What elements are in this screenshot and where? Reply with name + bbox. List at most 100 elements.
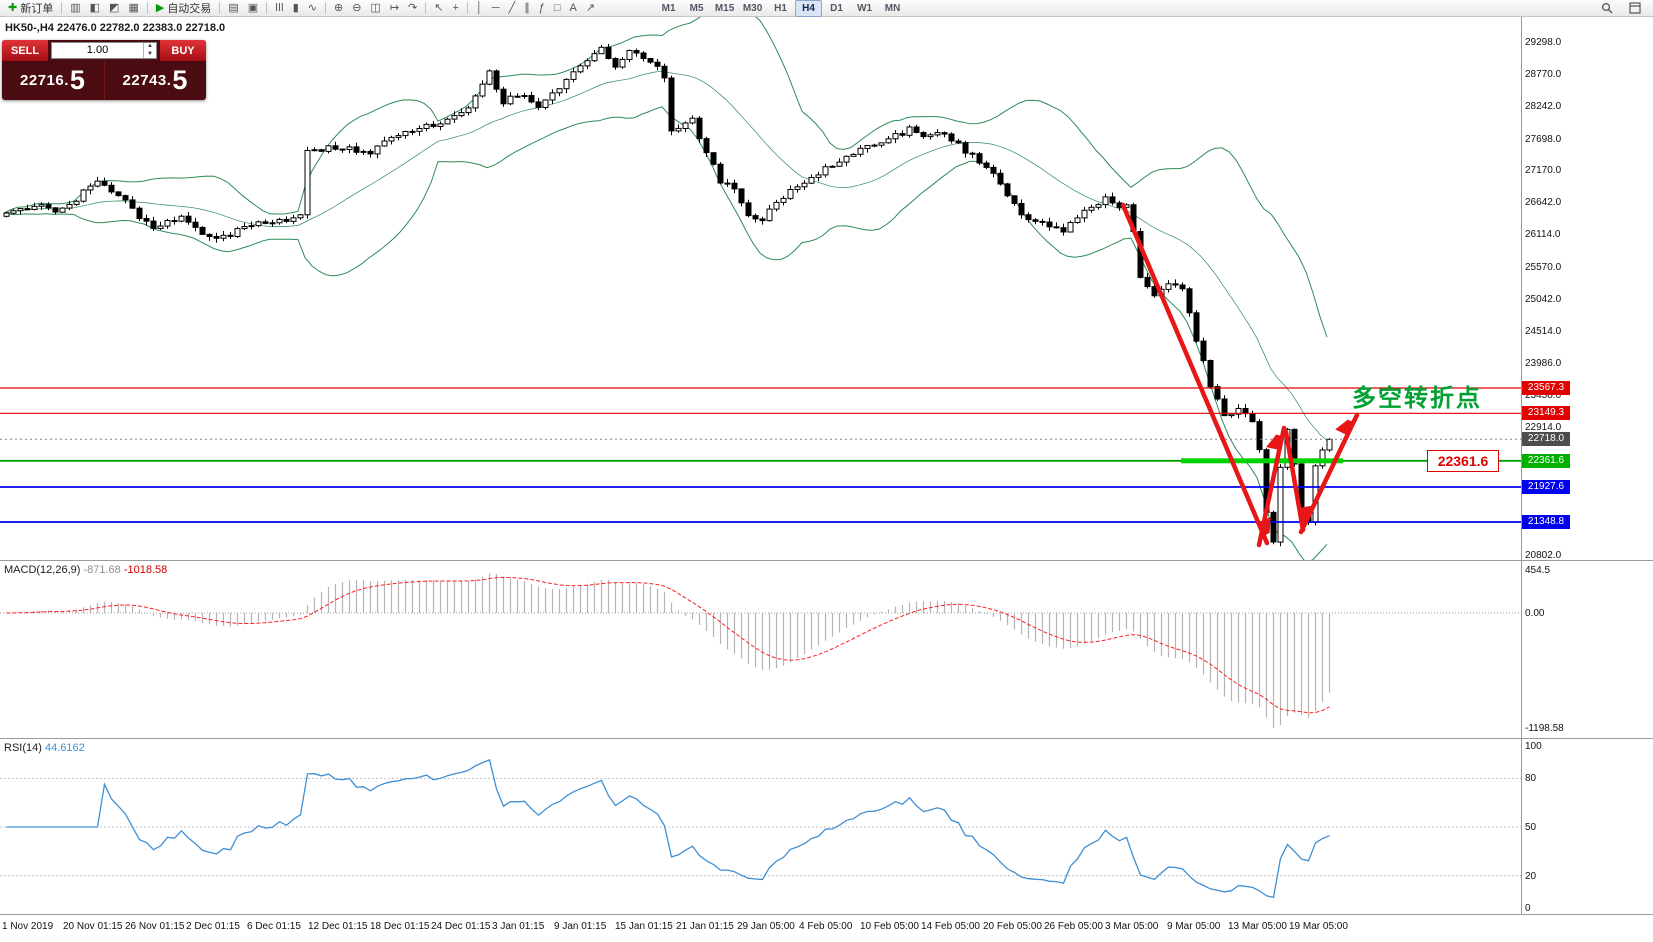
price-axis-label: 25042.0 [1525, 294, 1562, 305]
time-axis-label[interactable]: 2 Dec 01:15 [186, 921, 240, 932]
zoom-out-button[interactable]: ⊖ [352, 1, 362, 14]
macd-value: -871.68 [83, 564, 121, 576]
cursor-button[interactable]: ↖ [434, 1, 444, 14]
market-watch-button[interactable]: ▥ [70, 1, 81, 14]
horizontal-line-button[interactable]: ─ [491, 1, 500, 14]
price-axis-label: 23986.0 [1525, 358, 1562, 369]
time-axis-label[interactable]: 15 Jan 01:15 [615, 921, 673, 932]
navigator-button[interactable]: ◩ [109, 1, 120, 14]
rsi-value: 44.6162 [44, 742, 85, 754]
one-click-trade-panel: SELL 1.00 ▲ ▼ BUY 22716. 5 22743. 5 [2, 40, 206, 100]
macd-scale-label: 454.5 [1525, 565, 1551, 576]
time-axis-label[interactable]: 9 Mar 05:00 [1167, 921, 1221, 932]
macd-plot [0, 573, 1521, 728]
time-axis-label[interactable]: 26 Nov 01:15 [125, 921, 185, 932]
time-axis-label[interactable]: 14 Feb 05:00 [921, 921, 980, 932]
time-axis-label[interactable]: 24 Dec 01:15 [431, 921, 491, 932]
new-chart-button[interactable]: ▤ [228, 1, 239, 14]
buy-price-frac: 5 [172, 65, 188, 95]
zoom-in-button[interactable]: ⊕ [333, 1, 344, 14]
terminal-button[interactable]: ▦ [128, 1, 139, 14]
time-axis-label[interactable]: 3 Mar 05:00 [1105, 921, 1159, 932]
price-axis-label: 27170.0 [1525, 165, 1562, 176]
arrow-tool-button[interactable]: ↗ [585, 1, 596, 14]
timeframe-button-d1[interactable]: D1 [830, 2, 843, 14]
price-axis-label: 28242.0 [1525, 101, 1562, 112]
time-axis-label[interactable]: 3 Jan 01:15 [492, 921, 545, 932]
line-chart-button[interactable]: ∿ [307, 1, 317, 14]
sell-button[interactable]: SELL [2, 40, 48, 61]
profiles-button[interactable]: ▣ [247, 1, 259, 14]
auto-scroll-button[interactable]: ↦ [389, 1, 400, 14]
volume-value[interactable]: 1.00 [86, 44, 109, 56]
time-axis-label[interactable]: 26 Feb 05:00 [1044, 921, 1103, 932]
volume-input[interactable]: 1.00 ▲ ▼ [51, 42, 157, 59]
trend-arrows[interactable] [1120, 202, 1360, 548]
time-axis-label[interactable]: 29 Jan 05:00 [737, 921, 795, 932]
chart-shift-button[interactable]: ↷ [408, 1, 418, 14]
toolbar-separator [266, 2, 268, 14]
price-axis-separator [1521, 17, 1522, 914]
toolbar-separator [425, 2, 427, 14]
shapes-button[interactable]: □ [553, 1, 561, 14]
toolbar: ✚ 新订单 ▥ ◧ ◩ ▦ ▶ 自动交易 ▤ ▣ ǀǀǀ ▮ ∿ ⊕ ⊖ ◫ ↦… [0, 0, 1653, 17]
time-axis-label[interactable]: 4 Feb 05:00 [799, 921, 853, 932]
new-order-label: 新订单 [20, 3, 54, 15]
timeframe-button-h1[interactable]: H1 [774, 2, 787, 14]
timeframe-button-m5[interactable]: M5 [689, 2, 704, 14]
time-axis-label[interactable]: 9 Jan 01:15 [554, 921, 607, 932]
time-axis-label[interactable]: 1 Nov 2019 [2, 921, 54, 932]
horizontal-level-lines[interactable] [0, 387, 1521, 523]
time-axis-label[interactable]: 21 Jan 01:15 [676, 921, 734, 932]
timeframe-button-m30[interactable]: M30 [742, 2, 763, 14]
crosshair-button[interactable]: + [452, 1, 459, 14]
timeframe-button-mn[interactable]: MN [884, 2, 901, 14]
candlestick-chart-button[interactable]: ▮ [292, 1, 299, 14]
price-axis-label: 24514.0 [1525, 326, 1562, 337]
price-level-badge: 21927.6 [1522, 480, 1570, 494]
timeframe-group: M1 M5 M15 M30 H1 H4 D1 W1 MN [655, 0, 906, 17]
time-axis-label[interactable]: 20 Feb 05:00 [983, 921, 1042, 932]
panel-separator[interactable] [0, 560, 1653, 561]
rsi-name: RSI(14) [4, 742, 42, 754]
timeframe-button-m1[interactable]: M1 [661, 2, 676, 14]
new-order-button[interactable]: ✚ 新订单 [4, 0, 57, 17]
sell-price[interactable]: 22716. 5 [2, 61, 105, 100]
volume-down-button[interactable]: ▼ [147, 50, 153, 57]
auto-trading-button[interactable]: ▶ 自动交易 [152, 0, 215, 17]
time-axis-label[interactable]: 19 Mar 05:00 [1289, 921, 1348, 932]
chart-symbol-info: HK50-,H4 22476.0 22782.0 22383.0 22718.0 [5, 22, 226, 34]
data-window-button[interactable]: ◧ [89, 1, 101, 14]
buy-price[interactable]: 22743. 5 [105, 61, 207, 100]
volume-up-button[interactable]: ▲ [147, 43, 153, 49]
trendline-button[interactable]: ╱ [508, 1, 516, 14]
bar-chart-button[interactable]: ǀǀǀ [275, 1, 284, 14]
panel-separator[interactable] [0, 914, 1653, 915]
time-axis-label[interactable]: 6 Dec 01:15 [247, 921, 301, 932]
time-axis-label[interactable]: 12 Dec 01:15 [308, 921, 368, 932]
toolbar-separator [324, 2, 326, 14]
price-level-badge: 23567.3 [1522, 381, 1570, 395]
chart-annotation-text[interactable]: 多空转折点 [1352, 385, 1482, 412]
timeframe-button-h4[interactable]: H4 [795, 0, 823, 17]
timeframe-button-w1[interactable]: W1 [857, 2, 873, 14]
text-tool-button[interactable]: A [569, 1, 577, 14]
search-icon[interactable] [1597, 0, 1617, 17]
time-axis-label[interactable]: 10 Feb 05:00 [860, 921, 919, 932]
time-axis-label[interactable]: 18 Dec 01:15 [370, 921, 430, 932]
window-list-icon[interactable] [1625, 0, 1645, 17]
tile-windows-button[interactable]: ◫ [370, 1, 381, 14]
channel-button[interactable]: ∥ [524, 1, 530, 14]
price-axis-label: 26114.0 [1525, 229, 1561, 240]
buy-price-int: 22743. [122, 72, 172, 89]
toolbar-separator [466, 2, 468, 14]
buy-button[interactable]: BUY [160, 40, 206, 61]
timeframe-button-m15[interactable]: M15 [714, 2, 735, 14]
vertical-line-button[interactable]: │ [475, 1, 483, 14]
panel-separator[interactable] [0, 738, 1653, 739]
time-axis-label[interactable]: 13 Mar 05:00 [1228, 921, 1287, 932]
time-axis-label[interactable]: 20 Nov 01:15 [63, 921, 123, 932]
price-tag-label[interactable]: 22361.6 [1427, 450, 1499, 472]
fibonacci-button[interactable]: ƒ [538, 1, 545, 14]
